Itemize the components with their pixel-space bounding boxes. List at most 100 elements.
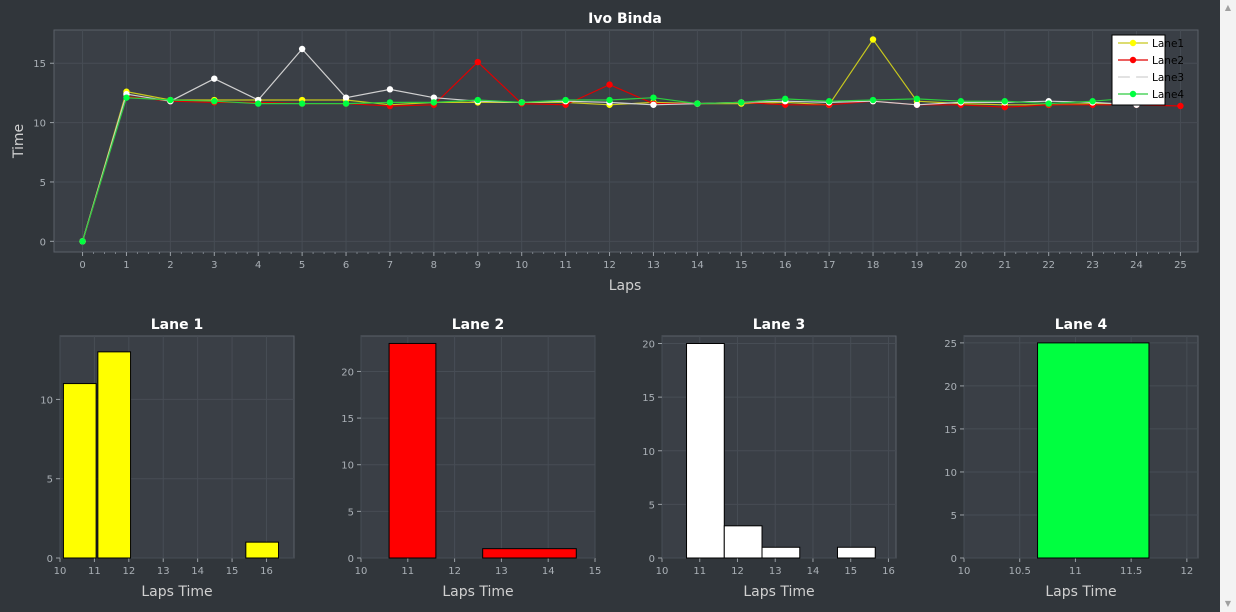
- histogram-title: Lane 3: [753, 317, 805, 333]
- data-point: [562, 96, 569, 104]
- data-point: [518, 99, 525, 106]
- data-point: [1089, 98, 1096, 105]
- scroll-up-icon[interactable]: ▲: [1224, 3, 1232, 12]
- x-tick-label: 11: [88, 566, 101, 577]
- x-tick-label: 9: [475, 260, 481, 271]
- y-tick-label: 5: [40, 178, 46, 189]
- x-tick-label: 2: [167, 260, 173, 271]
- x-tick-label: 6: [343, 260, 349, 271]
- histogram-bar: [482, 548, 577, 559]
- y-tick-label: 10: [944, 468, 957, 479]
- x-tick-label: 20: [954, 260, 967, 271]
- y-tick-label: 10: [33, 119, 46, 130]
- histogram-bar: [62, 383, 97, 559]
- x-tick-label: 17: [823, 260, 836, 271]
- x-tick-label: 12: [448, 566, 461, 577]
- data-point: [474, 58, 481, 66]
- y-tick-label: 10: [642, 447, 655, 458]
- y-tick-label: 0: [40, 237, 46, 248]
- lap-times-chart: Ivo Binda 0 1 2 3 4 5 6 7 8 9 10 11 12 13 14 15 16 17 18 19…: [11, 11, 1199, 294]
- data-point: [430, 94, 438, 101]
- x-tick-label: 11: [1069, 566, 1082, 577]
- x-axis-ticks: 0 1 2 3 4 5 6 7 8 9 10 11 12 13 14 15 16 17 18 19 20 21 22 23 24…: [79, 252, 1187, 271]
- y-tick-label: 10: [40, 395, 53, 406]
- x-tick-label: 1: [123, 260, 129, 271]
- histogram-bar: [761, 546, 801, 559]
- histogram-bar: [388, 342, 437, 559]
- data-point: [1001, 103, 1008, 111]
- scroll-down-icon[interactable]: ▼: [1224, 599, 1232, 608]
- x-tick-label: 16: [779, 260, 792, 271]
- x-tick-label: 10: [656, 566, 669, 577]
- x-tick-label: 19: [911, 260, 924, 271]
- y-tick-label: 10: [341, 461, 354, 472]
- data-point: [386, 86, 394, 93]
- y-tick-label: 5: [47, 475, 53, 486]
- x-axis-label: Laps: [609, 278, 642, 294]
- histogram-title: Lane 4: [1055, 317, 1108, 333]
- x-tick-label: 14: [191, 566, 204, 577]
- data-point: [167, 96, 174, 104]
- histogram-bar: [723, 525, 763, 559]
- x-tick-label: 0: [79, 260, 85, 271]
- y-tick-label: 5: [649, 500, 655, 511]
- vertical-scrollbar[interactable]: ▲ ▼: [1220, 0, 1236, 612]
- histogram-bar: [1037, 342, 1150, 559]
- y-tick-label: 0: [47, 554, 53, 565]
- data-point: [430, 99, 438, 106]
- histogram-title: Lane 1: [151, 317, 203, 333]
- x-tick-label: 13: [157, 566, 170, 577]
- y-tick-label: 20: [944, 382, 957, 393]
- x-tick-label: 15: [589, 566, 602, 577]
- series-line-lane2: [81, 61, 1181, 242]
- y-tick-label: 0: [348, 554, 354, 565]
- x-tick-label: 13: [769, 566, 782, 577]
- data-point: [298, 45, 306, 53]
- data-point: [342, 100, 350, 107]
- histogram-x-axis-label: Laps Time: [1045, 584, 1116, 600]
- legend-marker: [1129, 73, 1137, 81]
- x-tick-label: 10: [54, 566, 67, 577]
- legend-label-lane3: Lane3: [1152, 72, 1184, 84]
- x-tick-label: 16: [882, 566, 895, 577]
- legend-label-lane1: Lane1: [1152, 38, 1184, 50]
- x-tick-label: 12: [731, 566, 744, 577]
- x-tick-label: 11: [559, 260, 572, 271]
- histogram-lane-2: Lane 2 10 11 12 13 14 15 0 5 10 15 20 Laps Time: [341, 317, 602, 600]
- chart-legend: Lane1 Lane2 Lane3 Lane4: [1111, 34, 1184, 106]
- histogram-x-axis-label: Laps Time: [442, 584, 513, 600]
- y-tick-label: 15: [341, 414, 354, 425]
- x-tick-label: 14: [542, 566, 555, 577]
- x-tick-label: 15: [226, 566, 239, 577]
- x-tick-label: 12: [603, 260, 616, 271]
- data-point: [1045, 100, 1052, 107]
- data-point: [386, 99, 394, 106]
- data-point: [606, 96, 613, 104]
- data-point: [342, 94, 350, 101]
- x-tick-label: 15: [735, 260, 748, 271]
- x-tick-label: 25: [1174, 260, 1187, 271]
- x-tick-label: 10: [355, 566, 368, 577]
- data-point: [298, 100, 306, 107]
- legend-marker: [1129, 90, 1137, 98]
- plot-grid: [54, 30, 1198, 252]
- x-tick-label: 16: [260, 566, 273, 577]
- x-tick-label: 15: [844, 566, 857, 577]
- data-point: [913, 95, 921, 103]
- histogram-lane-1: Lane 1 10 11 12 13 14 15 16 0 5 10 Laps Time: [40, 317, 295, 600]
- x-tick-label: 5: [299, 260, 305, 271]
- y-tick-label: 5: [951, 511, 957, 522]
- x-tick-label: 13: [495, 566, 508, 577]
- x-tick-label: 14: [807, 566, 820, 577]
- x-tick-label: 12: [1180, 566, 1193, 577]
- y-tick-label: 20: [642, 340, 655, 351]
- x-tick-label: 8: [431, 260, 437, 271]
- data-point: [1001, 98, 1008, 105]
- data-point: [694, 100, 701, 107]
- histogram-lane-4: Lane 4 10 10.5 11 11.5 12 0 5 10 15 20 25 Laps Time: [944, 317, 1199, 600]
- data-point: [1177, 102, 1184, 110]
- x-tick-label: 13: [647, 260, 660, 271]
- histogram-bar: [837, 546, 876, 559]
- y-axis-ticks: 0 5 10 15: [33, 59, 54, 248]
